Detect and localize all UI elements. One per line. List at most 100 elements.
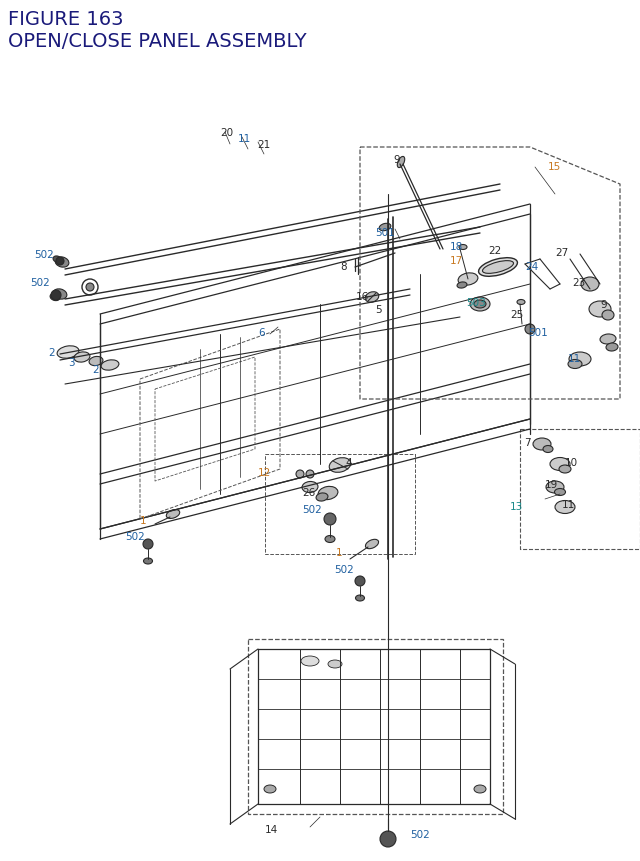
Text: 8: 8	[340, 262, 347, 272]
Text: 502: 502	[302, 505, 322, 514]
Text: 23: 23	[572, 278, 585, 288]
Ellipse shape	[89, 357, 103, 366]
Ellipse shape	[53, 257, 61, 263]
Ellipse shape	[397, 158, 404, 169]
Ellipse shape	[74, 352, 90, 362]
Ellipse shape	[459, 245, 467, 251]
Text: 26: 26	[302, 487, 316, 498]
Text: 501: 501	[375, 228, 395, 238]
Bar	[520, 430, 640, 549]
Text: 4: 4	[345, 457, 351, 468]
Ellipse shape	[365, 293, 379, 303]
Ellipse shape	[50, 294, 60, 301]
Text: 27: 27	[555, 248, 568, 257]
Text: 10: 10	[565, 457, 578, 468]
Text: 9: 9	[393, 155, 399, 164]
Ellipse shape	[53, 289, 67, 300]
Ellipse shape	[479, 258, 517, 277]
Ellipse shape	[143, 558, 152, 564]
Ellipse shape	[301, 656, 319, 666]
Text: 2: 2	[48, 348, 54, 357]
Ellipse shape	[555, 501, 575, 514]
Ellipse shape	[533, 438, 551, 450]
Text: 1: 1	[336, 548, 342, 557]
Text: 14: 14	[265, 824, 278, 834]
Ellipse shape	[166, 510, 180, 519]
Text: 3: 3	[68, 357, 75, 368]
Ellipse shape	[325, 536, 335, 543]
Ellipse shape	[483, 262, 513, 274]
Circle shape	[143, 539, 153, 549]
Ellipse shape	[517, 300, 525, 305]
Circle shape	[56, 257, 64, 266]
Bar	[265, 455, 415, 554]
Ellipse shape	[550, 458, 570, 471]
Ellipse shape	[458, 274, 478, 286]
Text: 12: 12	[258, 468, 271, 478]
Ellipse shape	[559, 466, 571, 474]
Ellipse shape	[457, 282, 467, 288]
Ellipse shape	[355, 595, 365, 601]
Ellipse shape	[474, 300, 486, 308]
Text: 1: 1	[140, 516, 147, 525]
Text: 7: 7	[524, 437, 531, 448]
Circle shape	[86, 283, 94, 292]
Ellipse shape	[379, 224, 391, 232]
Ellipse shape	[365, 540, 379, 549]
Text: OPEN/CLOSE PANEL ASSEMBLY: OPEN/CLOSE PANEL ASSEMBLY	[8, 32, 307, 51]
Circle shape	[380, 831, 396, 847]
Ellipse shape	[318, 486, 338, 500]
Ellipse shape	[474, 785, 486, 793]
Text: 22: 22	[488, 245, 501, 256]
Text: FIGURE 163: FIGURE 163	[8, 10, 124, 29]
Ellipse shape	[606, 344, 618, 351]
Ellipse shape	[264, 785, 276, 793]
Circle shape	[355, 576, 365, 586]
Ellipse shape	[328, 660, 342, 668]
Ellipse shape	[554, 489, 566, 496]
Text: 20: 20	[220, 127, 233, 138]
Ellipse shape	[589, 301, 611, 318]
Text: 25: 25	[510, 310, 524, 319]
Circle shape	[525, 325, 535, 335]
Ellipse shape	[101, 361, 119, 371]
Circle shape	[324, 513, 336, 525]
Circle shape	[296, 470, 304, 479]
Text: 18: 18	[450, 242, 463, 251]
Text: 15: 15	[548, 162, 561, 172]
Text: 2: 2	[92, 364, 99, 375]
Ellipse shape	[302, 482, 318, 493]
Text: 24: 24	[525, 262, 538, 272]
Text: 16: 16	[356, 292, 369, 301]
Text: 501: 501	[528, 328, 548, 338]
Text: 11: 11	[238, 133, 252, 144]
Text: 11: 11	[562, 499, 575, 510]
Ellipse shape	[55, 257, 69, 268]
Circle shape	[306, 470, 314, 479]
Text: 502: 502	[30, 278, 50, 288]
Ellipse shape	[568, 360, 582, 369]
Text: 17: 17	[450, 256, 463, 266]
Ellipse shape	[543, 446, 553, 453]
Text: 503: 503	[466, 298, 486, 307]
Text: 9: 9	[600, 300, 607, 310]
Ellipse shape	[316, 493, 328, 501]
Text: 502: 502	[34, 250, 54, 260]
Text: 21: 21	[257, 139, 270, 150]
Text: 6: 6	[258, 328, 264, 338]
Ellipse shape	[569, 353, 591, 367]
Text: 502: 502	[125, 531, 145, 542]
Circle shape	[51, 291, 61, 300]
Ellipse shape	[470, 298, 490, 312]
Ellipse shape	[546, 481, 564, 493]
Ellipse shape	[600, 335, 616, 344]
Text: 19: 19	[545, 480, 558, 489]
Ellipse shape	[602, 311, 614, 320]
Ellipse shape	[581, 278, 599, 292]
Ellipse shape	[329, 458, 351, 473]
Text: 502: 502	[410, 829, 429, 839]
Bar	[248, 639, 503, 814]
Text: 11: 11	[568, 354, 581, 363]
Ellipse shape	[57, 346, 79, 359]
Text: 5: 5	[375, 305, 381, 314]
